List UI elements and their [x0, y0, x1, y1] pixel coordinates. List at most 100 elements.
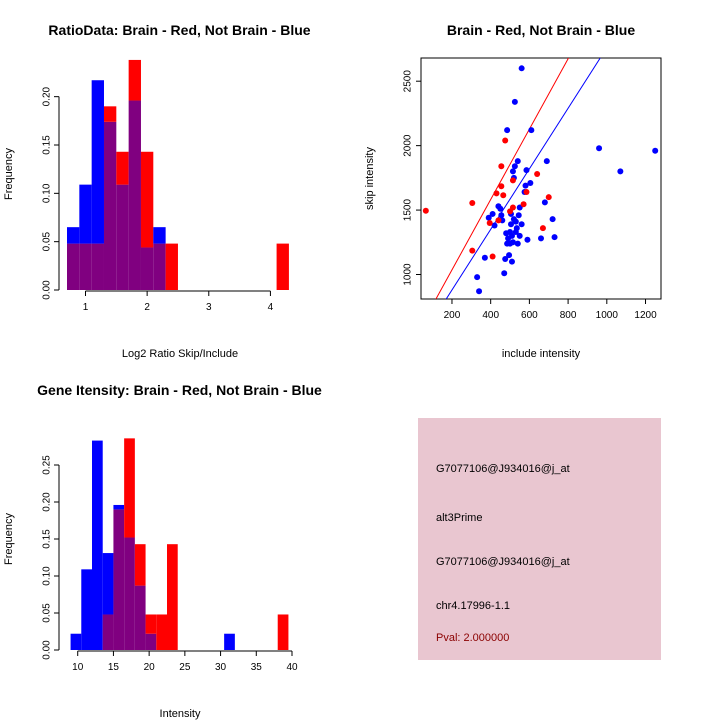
brain-point — [500, 192, 507, 199]
x-tick-label: 800 — [560, 310, 577, 321]
histogram-bar-brain — [167, 544, 178, 650]
chart-title: Gene Itensity: Brain - Red, Not Brain - … — [37, 382, 322, 398]
not-brain-point — [518, 221, 525, 228]
y-tick-label: 0.05 — [42, 231, 53, 251]
not-brain-point — [617, 168, 624, 175]
histogram-bar-overlap — [113, 509, 125, 650]
not-brain-point — [508, 221, 514, 228]
y-tick-label: 0.15 — [42, 135, 53, 155]
brain-point — [493, 190, 500, 197]
y-tick-label: 2500 — [403, 70, 414, 93]
x-tick-label: 30 — [215, 662, 227, 673]
histogram-bar-overlap — [124, 537, 135, 650]
y-tick-label: 0.15 — [42, 529, 53, 549]
histogram-bar-brain — [277, 614, 289, 650]
y-axis-label: Frequency — [3, 148, 15, 200]
y-tick-label: 0.20 — [42, 86, 53, 106]
x-tick-label: 1 — [83, 302, 89, 313]
x-tick-label: 25 — [179, 662, 191, 673]
brain-point — [498, 163, 505, 170]
not-brain-point — [485, 214, 492, 221]
histogram-bar-brain — [103, 106, 117, 122]
not-brain-point — [502, 256, 509, 263]
not-brain-point — [481, 254, 488, 261]
y-tick-label: 2000 — [403, 134, 414, 157]
not-brain-point — [501, 270, 508, 277]
histogram-2 — [54, 438, 293, 656]
not-brain-point — [527, 180, 534, 187]
x-tick-label: 3 — [206, 302, 212, 313]
x-tick-label: 4 — [268, 302, 274, 313]
not-brain-point — [543, 158, 550, 165]
brain-point — [489, 253, 496, 260]
not-brain-point — [509, 239, 516, 246]
brain-point — [545, 194, 552, 201]
histogram-bar-overlap — [128, 100, 141, 291]
not-brain-point — [551, 234, 558, 241]
y-tick-label: 0.10 — [42, 566, 53, 586]
x-axis-label: Log2 Ratio Skip/Include — [122, 348, 238, 360]
x-tick-label: 400 — [482, 310, 499, 321]
y-axis-label: Frequency — [3, 513, 15, 565]
histogram-bar-not-brain — [67, 227, 80, 244]
brain-point — [502, 137, 509, 144]
not-brain-fit-line — [445, 58, 601, 299]
y-tick-label: 1000 — [403, 263, 414, 286]
not-brain-point — [596, 145, 603, 152]
info-panel: G7077106@J934016@j_at alt3Prime G7077106… — [418, 418, 661, 660]
not-brain-point — [524, 236, 531, 243]
chart-title: RatioData: Brain - Red, Not Brain - Blue — [48, 22, 310, 38]
not-brain-point — [538, 235, 544, 242]
not-brain-point — [518, 65, 525, 72]
chart-title: Brain - Red, Not Brain - Blue — [447, 22, 635, 38]
not-brain-point — [523, 167, 530, 174]
not-brain-point — [541, 199, 548, 206]
histogram-bar-not-brain — [92, 440, 103, 650]
not-brain-point — [498, 212, 505, 219]
histogram-1 — [54, 59, 289, 296]
not-brain-point — [497, 205, 504, 212]
brain-point — [495, 217, 502, 224]
not-brain-point — [515, 212, 522, 219]
histogram-bar-not-brain — [102, 553, 114, 615]
histogram-bar-not-brain — [113, 504, 125, 510]
probe-id-text: G7077106@J934016@j_at — [436, 463, 570, 475]
brain-point — [422, 207, 429, 214]
histogram-bar-brain — [116, 151, 129, 185]
x-tick-label: 15 — [108, 662, 120, 673]
x-tick-label: 20 — [144, 662, 156, 673]
histogram-bar-overlap — [116, 184, 129, 290]
brain-point — [498, 183, 505, 190]
not-brain-point — [514, 240, 521, 247]
not-brain-point — [506, 252, 513, 259]
not-brain-point — [508, 232, 515, 239]
x-tick-label: 40 — [286, 662, 298, 673]
plot-area — [422, 58, 659, 299]
x-tick-label: 200 — [444, 310, 461, 321]
brain-point — [486, 219, 493, 226]
not-brain-point — [522, 182, 529, 189]
x-tick-label: 2 — [144, 302, 150, 313]
histogram-bar-not-brain — [224, 633, 235, 650]
not-brain-point — [476, 288, 483, 295]
brain-fit-line — [435, 58, 570, 299]
not-brain-point — [516, 232, 523, 239]
brain-point — [469, 199, 476, 206]
not-brain-point — [474, 274, 481, 281]
histogram-bar-overlap — [91, 243, 104, 290]
brain-point — [523, 189, 530, 196]
scatter-plot — [416, 57, 662, 304]
histogram-bar-overlap — [79, 243, 92, 290]
not-brain-point — [549, 216, 556, 223]
not-brain-point — [514, 158, 521, 165]
x-tick-label: 10 — [72, 662, 84, 673]
not-brain-point — [512, 218, 519, 225]
y-axis-label: skip intensity — [364, 147, 376, 210]
not-brain-point — [489, 210, 496, 217]
not-brain-point — [528, 127, 535, 134]
not-brain-point — [508, 258, 515, 265]
not-brain-point — [504, 127, 511, 134]
histogram-bar-brain — [276, 243, 289, 290]
gene-id-text: G7077106@J934016@j_at — [436, 556, 570, 568]
